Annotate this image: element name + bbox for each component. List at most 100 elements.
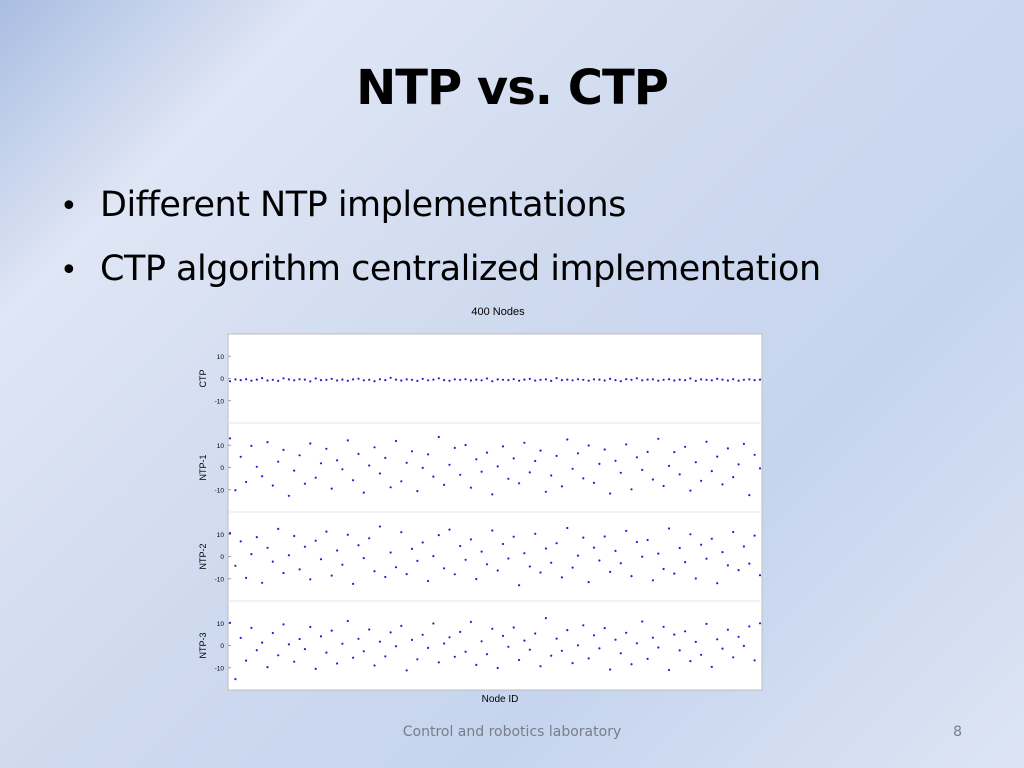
data-point (287, 494, 290, 497)
data-point (507, 645, 510, 648)
data-point (571, 379, 574, 382)
data-point (239, 540, 242, 543)
data-point (619, 380, 622, 383)
data-point (721, 378, 724, 381)
data-point (464, 650, 467, 653)
data-point (427, 379, 430, 382)
data-point (384, 655, 387, 658)
data-point (726, 564, 730, 567)
data-point (716, 377, 719, 380)
data-point (566, 526, 569, 530)
data-point (507, 379, 510, 382)
data-point (378, 472, 381, 475)
data-point (528, 648, 531, 651)
data-point (330, 487, 333, 490)
data-point (544, 617, 547, 620)
data-point (700, 543, 703, 546)
data-point (689, 377, 692, 380)
data-point (534, 459, 537, 463)
data-point (341, 563, 344, 566)
page-number: 8 (953, 724, 962, 740)
slide-footer: Control and robotics laboratory (402, 724, 622, 740)
data-point (512, 457, 515, 460)
data-point (716, 638, 719, 641)
data-point (614, 638, 617, 641)
data-point (742, 545, 746, 548)
data-point (619, 652, 622, 655)
data-point (469, 486, 472, 489)
data-point (443, 567, 446, 570)
data-point (571, 566, 574, 569)
data-point (469, 538, 472, 541)
data-point (250, 444, 253, 447)
data-point (266, 666, 269, 669)
data-point (330, 377, 333, 380)
data-point (609, 668, 612, 671)
data-point (726, 379, 730, 382)
data-point (571, 662, 574, 665)
scatter-chart-figure: 400 Nodes 10 0 -10 CTP 10 0 -10 NTP-1 10 0 -10 NTP-2… (190, 302, 780, 710)
data-point (245, 576, 248, 579)
data-point (705, 557, 708, 560)
data-point (560, 379, 563, 382)
data-point (293, 534, 296, 538)
data-point (421, 541, 424, 544)
data-point (480, 470, 483, 473)
data-point (277, 527, 280, 530)
y-tick-label: 0 (220, 465, 224, 472)
data-point (507, 477, 510, 480)
data-point (496, 378, 499, 381)
y-tick-label: 0 (220, 376, 224, 383)
data-point (330, 574, 333, 577)
data-point (293, 379, 296, 382)
data-point (667, 464, 671, 467)
data-point (416, 379, 419, 382)
data-point (646, 538, 649, 542)
data-point (582, 378, 585, 381)
data-point (539, 665, 542, 668)
data-point (651, 478, 654, 481)
data-point (587, 379, 590, 382)
data-point (234, 678, 237, 681)
data-point (523, 378, 526, 381)
data-point (673, 451, 676, 454)
data-point (378, 525, 381, 528)
data-point (512, 378, 515, 381)
data-point (400, 531, 403, 534)
data-point (630, 378, 633, 381)
data-point (523, 441, 526, 444)
data-point (394, 566, 398, 569)
data-point (694, 640, 697, 643)
data-point (277, 460, 280, 463)
data-point (737, 569, 740, 572)
data-point (239, 455, 242, 458)
data-point (325, 447, 328, 450)
data-point (737, 635, 740, 638)
data-point (758, 622, 762, 625)
y-axis-label: NTP-1 (198, 454, 208, 480)
data-point (261, 641, 264, 644)
data-point (427, 453, 430, 456)
data-point (448, 636, 451, 639)
data-point (694, 379, 697, 382)
y-tick-label: 10 (217, 532, 225, 539)
data-point (314, 667, 317, 670)
data-point (555, 454, 558, 457)
y-tick-label: 10 (217, 621, 225, 628)
data-point (293, 469, 296, 472)
data-point (560, 649, 563, 652)
data-point (228, 621, 232, 624)
data-point (362, 491, 365, 494)
data-point (389, 486, 392, 489)
data-point (421, 466, 424, 469)
data-point (480, 640, 483, 643)
data-point (373, 380, 376, 383)
data-point (303, 378, 306, 381)
chart-title: 400 Nodes (471, 306, 525, 318)
data-point (550, 474, 553, 477)
data-point (459, 630, 462, 633)
data-point (501, 542, 505, 546)
data-point (373, 570, 376, 573)
data-point (512, 535, 515, 538)
y-tick-label: 10 (217, 354, 225, 361)
